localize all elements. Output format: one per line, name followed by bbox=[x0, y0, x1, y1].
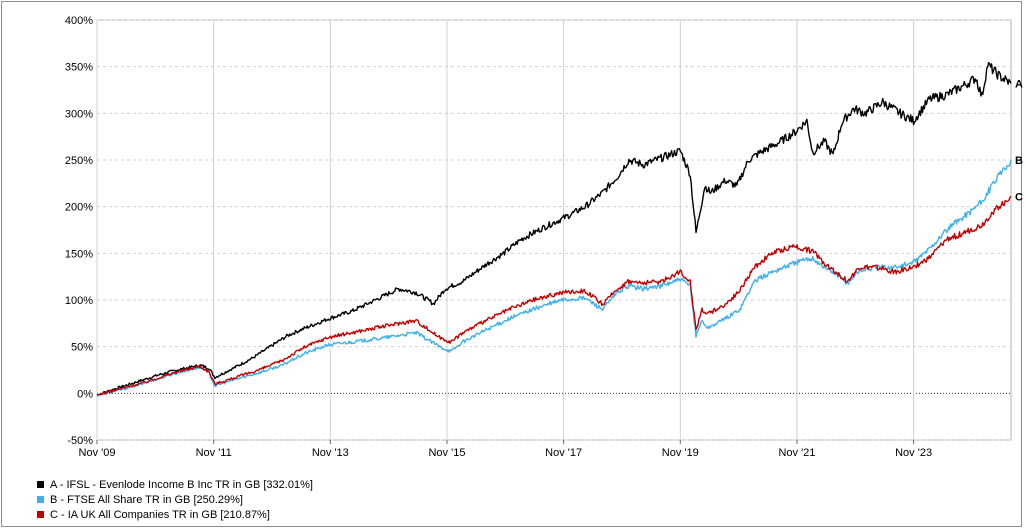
x-tick-label: Nov '13 bbox=[312, 447, 349, 459]
y-tick-label: 50% bbox=[71, 342, 93, 354]
x-tick-label: Nov '17 bbox=[545, 447, 582, 459]
y-tick-label: 0% bbox=[77, 388, 93, 400]
y-tick-label: 300% bbox=[65, 108, 93, 120]
line-chart: -50% 0% 50% 100% 150% 200% 250% 300% 350% 400% No… bbox=[65, 15, 1023, 459]
x-tick-label: Nov '15 bbox=[428, 447, 465, 459]
x-tick-label: Nov '23 bbox=[895, 447, 932, 459]
gridlines bbox=[96, 19, 1011, 441]
legend-label-b: B - FTSE All Share TR in GB [250.29%] bbox=[50, 493, 243, 506]
series-line-c bbox=[96, 195, 1012, 396]
legend-label-c: C - IA UK All Companies TR in GB [210.87… bbox=[50, 508, 270, 521]
y-tick-label: 350% bbox=[65, 62, 93, 74]
legend-swatch-b bbox=[37, 496, 44, 503]
y-tick-label: 250% bbox=[65, 155, 93, 167]
x-axis: Nov '09 Nov '11 Nov '13 Nov '15 Nov '17 Nov '… bbox=[79, 440, 932, 459]
legend-item-b: B - FTSE All Share TR in GB [250.29%] bbox=[37, 492, 313, 507]
y-tick-label: 200% bbox=[65, 202, 93, 214]
y-tick-label: 400% bbox=[65, 15, 93, 27]
x-tick-label: Nov '11 bbox=[196, 447, 232, 459]
legend-item-a: A - IFSL - Evenlode Income B Inc TR in G… bbox=[37, 477, 313, 492]
legend-item-c: C - IA UK All Companies TR in GB [210.87… bbox=[37, 507, 313, 522]
legend-swatch-c bbox=[37, 511, 44, 518]
x-tick-label: Nov '21 bbox=[778, 447, 815, 459]
x-tick-label: Nov '19 bbox=[662, 447, 699, 459]
y-tick-label: 150% bbox=[65, 248, 93, 260]
legend-swatch-a bbox=[37, 481, 44, 488]
legend: A - IFSL - Evenlode Income B Inc TR in G… bbox=[37, 477, 313, 522]
series-group: A B C bbox=[96, 61, 1023, 397]
y-axis: -50% 0% 50% 100% 150% 200% 250% 300% 350% 400% bbox=[65, 15, 93, 447]
legend-label-a: A - IFSL - Evenlode Income B Inc TR in G… bbox=[50, 478, 313, 491]
x-tick-label: Nov '09 bbox=[79, 447, 116, 459]
y-tick-label: 100% bbox=[65, 295, 93, 307]
plot-area bbox=[96, 19, 1012, 441]
series-end-label-a: A bbox=[1015, 78, 1023, 90]
series-line-b bbox=[96, 159, 1012, 397]
series-end-label-c: C bbox=[1015, 191, 1023, 203]
series-end-label-b: B bbox=[1015, 155, 1023, 167]
y-tick-label: -50% bbox=[67, 435, 93, 447]
series-line-a bbox=[96, 61, 1012, 396]
